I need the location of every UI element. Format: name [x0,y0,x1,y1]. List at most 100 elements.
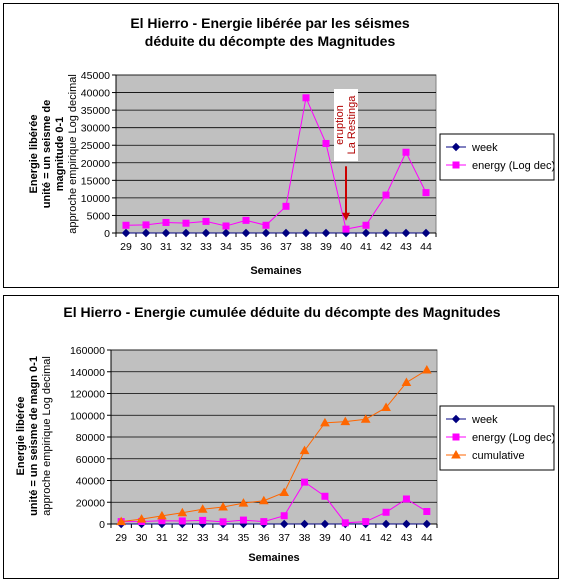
y-tick-label: 60000 [76,454,105,466]
data-point [121,228,131,238]
y-tick-label: 140000 [70,367,105,379]
chart-title-line: El Hierro - Energie cumulée déduite du d… [63,304,500,320]
data-point [422,189,430,197]
x-tick-label: 41 [360,241,372,253]
data-point [258,495,269,505]
data-point [360,414,371,423]
data-point [222,222,230,230]
data-point [177,507,188,517]
data-point [402,148,410,156]
y-axis-label-line: approche empirique Log decimal [41,356,53,516]
data-point [182,219,190,227]
data-point [239,516,247,524]
data-point [238,498,249,507]
legend-label: energy (Log dec) [472,432,555,444]
y-axis-label-line: Energie libérée [28,115,40,194]
data-point [136,514,147,523]
x-tick-label: 32 [176,532,188,544]
data-point [342,225,350,233]
data-point [320,519,330,529]
y-tick-label: 30000 [81,123,110,135]
x-tick-label: 30 [140,241,152,253]
data-point [382,191,390,199]
x-axis-label: Semaines [248,552,299,564]
y-tick-label: 40000 [76,476,105,488]
cumulative-chart-svg: El Hierro - Energie cumulée déduite du d… [15,304,555,564]
data-point [381,519,391,529]
x-tick-label: 43 [401,532,413,544]
x-tick-label: 35 [240,241,252,253]
data-point [142,221,150,229]
data-point [221,228,231,238]
x-tick-label: 42 [380,532,392,544]
chart-panel-cumulative: El Hierro - Energie cumulée déduite du d… [3,295,559,579]
chart-title-line: déduite du décompte des Magnitudes [145,33,396,49]
y-tick-label: 10000 [81,193,110,205]
data-point [340,416,351,426]
x-tick-label: 38 [300,241,312,253]
x-tick-label: 32 [180,241,192,253]
x-tick-label: 43 [400,241,412,253]
x-tick-label: 40 [339,532,351,544]
data-point [302,94,310,102]
y-tick-label: 100000 [70,410,105,422]
x-axis-label: Semaines [250,265,301,277]
y-tick-label: 5000 [87,210,111,222]
x-tick-label: 30 [136,532,148,544]
data-point [161,228,171,238]
legend: week energy (Log dec) cumulative [439,405,555,471]
data-point [381,402,391,412]
data-point [300,519,309,529]
y-tick-label: 20000 [81,158,110,170]
plot-area [115,74,437,234]
data-point [301,478,309,486]
annotation-box [334,89,358,161]
y-tick-label: 20000 [76,497,105,509]
y-tick-label: 35000 [81,105,110,117]
x-tick-label: 36 [258,532,270,544]
y-tick-label: 80000 [76,432,105,444]
x-tick-label: 41 [360,532,372,544]
legend: week energy (Log dec) [439,133,555,181]
data-point [361,228,371,238]
data-point [116,516,127,526]
chart-panel-energy: El Hierro - Energie libérée par les séis… [3,3,559,288]
data-point [402,519,411,529]
data-point [280,512,288,520]
series-line [125,96,427,230]
x-tick-label: 31 [156,532,168,544]
legend-marker [451,142,461,152]
legend-marker [452,161,460,169]
x-tick-label: 44 [420,241,432,253]
data-point [157,510,167,520]
data-point [219,518,227,526]
annotation-arrowhead [342,212,350,221]
data-point [382,508,390,516]
data-point [241,228,251,238]
series-line [121,369,428,523]
data-point [401,228,411,238]
data-point [320,417,330,427]
data-point [262,221,270,229]
x-tick-label: 29 [120,241,132,253]
legend-marker [451,449,461,459]
data-point [181,228,191,238]
data-point [242,216,250,224]
legend-label: week [471,142,498,154]
data-point [401,377,412,387]
data-point [178,517,186,525]
x-tick-label: 37 [278,532,290,544]
y-tick-label: 120000 [70,389,105,401]
data-point [122,221,130,229]
legend-label: energy (Log dec) [472,160,555,172]
y-axis-label-line: approche empirique Log decimal [67,74,79,234]
data-point [321,228,331,238]
legend-label: week [471,414,498,426]
data-point [402,495,410,503]
data-point [421,228,431,238]
y-tick-label: 25000 [81,140,110,152]
x-tick-label: 35 [238,532,250,544]
data-point [197,504,208,513]
legend-label: cumulative [472,450,525,462]
series-energy-log-dec- [122,94,430,233]
